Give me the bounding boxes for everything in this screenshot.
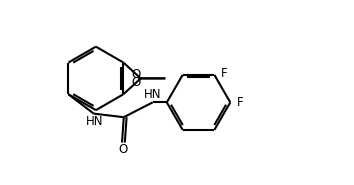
Text: O: O [132, 76, 141, 89]
Text: O: O [132, 68, 141, 81]
Text: O: O [119, 143, 128, 156]
Text: F: F [237, 96, 244, 109]
Text: HN: HN [144, 88, 162, 101]
Text: F: F [221, 67, 228, 80]
Text: HN: HN [85, 115, 103, 128]
